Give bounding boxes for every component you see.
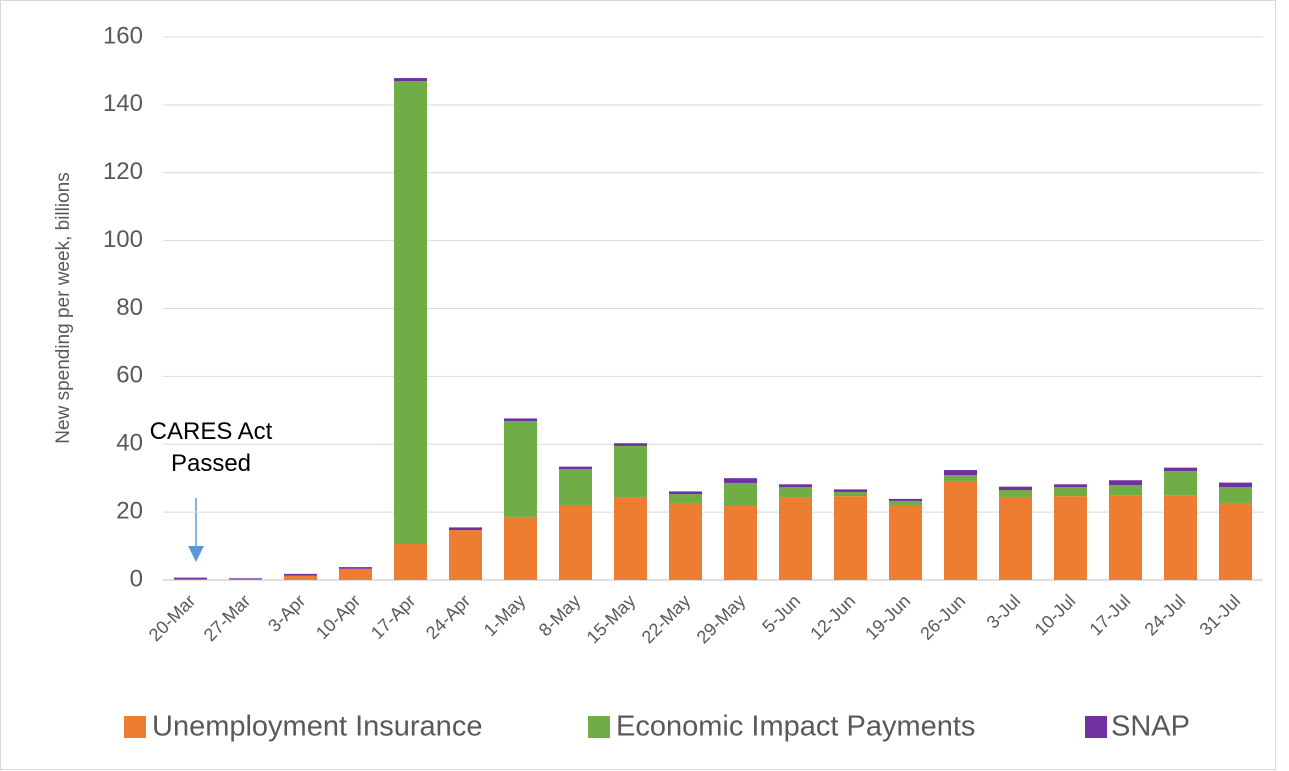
bar-segment <box>449 530 482 580</box>
bar-segment <box>779 497 812 580</box>
y-tick-label: 60 <box>116 362 143 389</box>
legend-label: SNAP <box>1111 711 1190 743</box>
y-axis-title: New spending per week, billions <box>53 172 74 443</box>
annotation: CARES Act Passed <box>149 418 273 477</box>
bar-segment <box>834 496 867 580</box>
bar-segment <box>779 484 812 488</box>
y-tick-label: 80 <box>116 294 143 321</box>
bar-segment <box>1164 495 1197 580</box>
bar-segment <box>889 500 922 505</box>
legend-label: Unemployment Insurance <box>152 711 482 743</box>
bar-segment <box>449 527 482 531</box>
bar-segment <box>724 506 757 580</box>
legend-swatch <box>1085 716 1107 738</box>
bar-segment <box>174 577 207 580</box>
bar-segment <box>834 489 867 493</box>
annotation-arrowhead <box>188 546 204 562</box>
bar-segment <box>504 418 537 422</box>
bar-segment <box>834 492 867 497</box>
bar-segment <box>504 516 537 580</box>
y-tick-label: 120 <box>103 158 143 185</box>
y-tick-label: 140 <box>103 90 143 117</box>
legend-label: Economic Impact Payments <box>616 711 975 743</box>
bar-segment <box>1109 480 1142 485</box>
bar-segment <box>1054 496 1087 580</box>
bar-segment <box>229 579 262 580</box>
bar-segment <box>229 578 262 580</box>
bar-segment <box>614 443 647 446</box>
bar-segment <box>504 421 537 517</box>
bar-segment <box>614 497 647 580</box>
bar-segment <box>669 494 702 503</box>
bar-segment <box>1219 482 1252 488</box>
bar-segment <box>1164 467 1197 472</box>
bar-segment <box>559 504 592 580</box>
bar-segment <box>669 502 702 580</box>
bar-segment <box>1219 502 1252 580</box>
bar-segment <box>284 575 317 580</box>
legend-swatch <box>588 716 610 738</box>
bar-segment <box>284 573 317 576</box>
bar-segment <box>1054 487 1087 497</box>
bar-segment <box>559 469 592 505</box>
bar-segment <box>724 478 757 483</box>
bar-segment <box>669 491 702 495</box>
bar-segment <box>394 544 427 580</box>
bar-segment <box>779 487 812 498</box>
bar-segment <box>559 466 592 470</box>
y-tick-label: 0 <box>130 565 143 592</box>
bar-segment <box>999 490 1032 497</box>
bar-segment <box>944 480 977 580</box>
bar-segment <box>944 475 977 481</box>
bar-segment <box>1109 495 1142 580</box>
bar-segment <box>724 482 757 507</box>
bar-segment <box>339 567 372 569</box>
bar-segment <box>999 496 1032 580</box>
y-tick-label: 40 <box>116 430 143 457</box>
bar-segment <box>339 568 372 580</box>
y-tick-label: 100 <box>103 226 143 253</box>
bar-segment <box>889 504 922 580</box>
bar-segment <box>1109 484 1142 496</box>
bar-segment <box>889 498 922 501</box>
bar-segment <box>614 445 647 498</box>
bar-segment <box>1164 471 1197 496</box>
bar-segment <box>999 486 1032 491</box>
y-tick-label: 160 <box>103 22 143 49</box>
legend-swatch <box>124 716 146 738</box>
bar-segment <box>174 579 207 580</box>
bar-segment <box>944 470 977 476</box>
bar-segment <box>394 78 427 82</box>
bar-segment <box>1219 487 1252 503</box>
bar-segment <box>1054 484 1087 488</box>
bar-segment <box>394 81 427 545</box>
y-tick-label: 20 <box>116 497 143 524</box>
